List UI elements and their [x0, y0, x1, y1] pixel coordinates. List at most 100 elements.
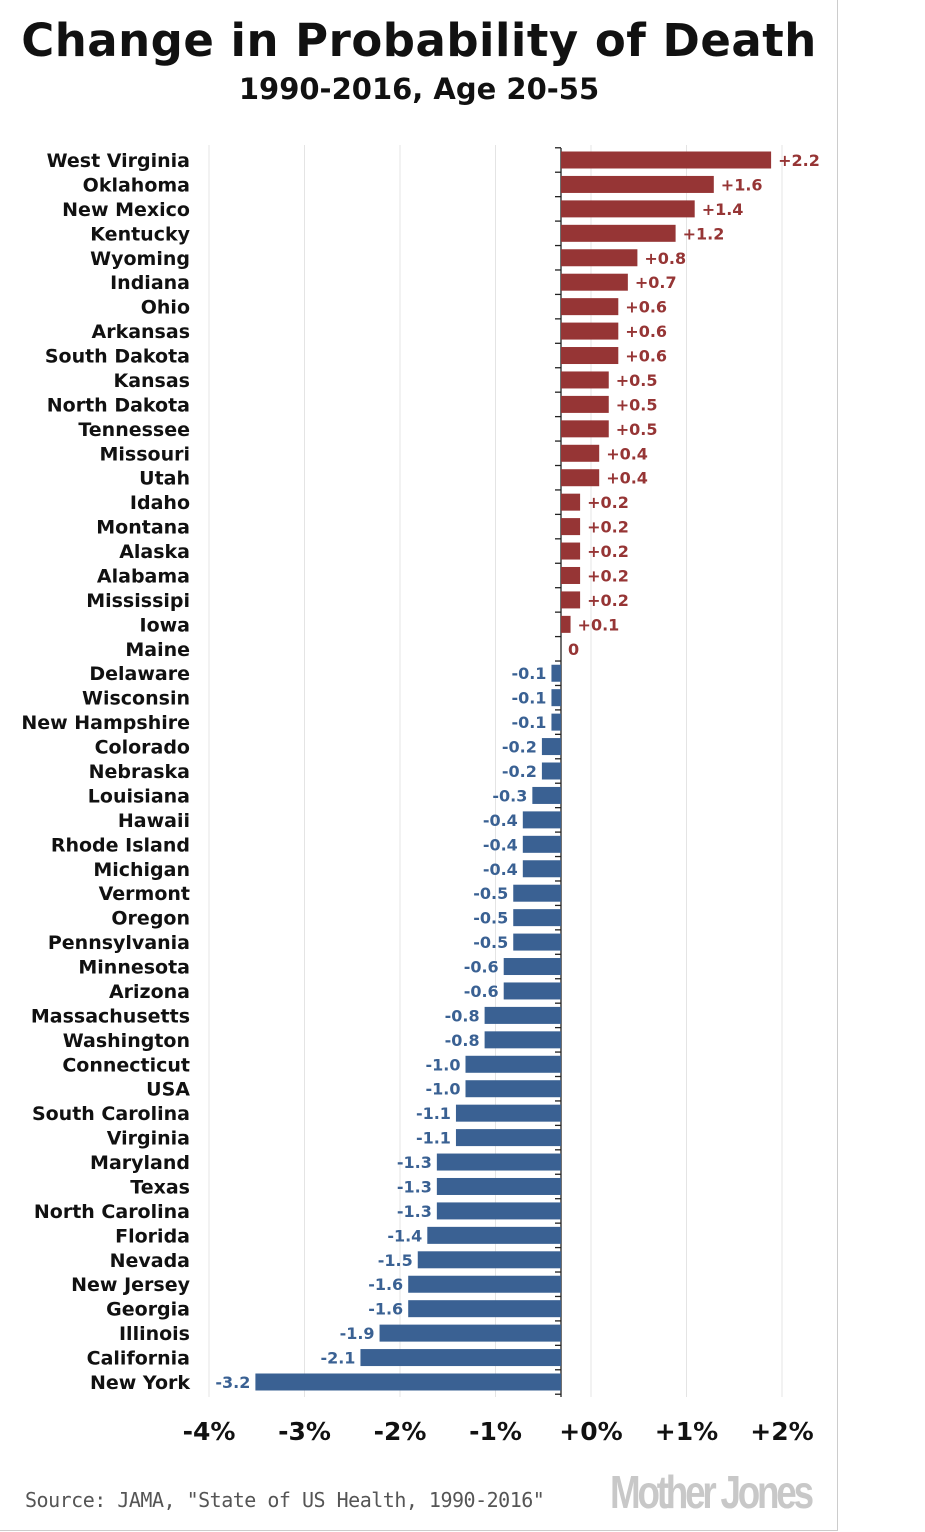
bar — [561, 151, 772, 169]
category-label: South Carolina — [32, 1103, 190, 1125]
category-label: Hawaii — [118, 810, 190, 832]
category-label: Texas — [130, 1176, 190, 1198]
category-label: Louisiana — [88, 785, 190, 807]
data-label: 0 — [568, 640, 579, 659]
category-label: New Hampshire — [21, 712, 190, 734]
category-label: West Virginia — [47, 150, 190, 172]
category-label: Massachusetts — [31, 1005, 190, 1027]
bar — [561, 249, 638, 267]
category-label: Iowa — [140, 614, 191, 636]
category-label: Georgia — [106, 1299, 190, 1321]
bar — [561, 322, 619, 340]
bar — [561, 371, 609, 389]
data-label: -0.2 — [502, 762, 537, 781]
data-label: +1.4 — [702, 200, 744, 219]
bar — [532, 786, 561, 804]
bar — [436, 1177, 561, 1195]
x-tick-label: +0% — [559, 1417, 622, 1446]
category-label: Kansas — [113, 370, 190, 392]
bar — [484, 1006, 561, 1024]
bar — [465, 1055, 561, 1073]
data-label: +0.6 — [625, 322, 667, 341]
data-label: -1.0 — [426, 1055, 461, 1074]
data-label: +0.8 — [644, 249, 686, 268]
category-label: Connecticut — [62, 1054, 190, 1076]
chart-subtitle: 1990-2016, Age 20-55 — [238, 72, 600, 106]
data-label: -0.8 — [445, 1006, 480, 1025]
category-label: Michigan — [93, 859, 190, 881]
bar — [561, 518, 581, 536]
data-label: -1.6 — [368, 1300, 403, 1319]
category-label: New York — [90, 1372, 190, 1394]
data-label: -1.1 — [416, 1104, 451, 1123]
data-label: +1.6 — [721, 175, 763, 194]
data-label: -0.5 — [473, 909, 508, 928]
data-label: -1.3 — [397, 1202, 432, 1221]
category-label: North Dakota — [47, 394, 190, 416]
data-label: -0.6 — [464, 982, 499, 1001]
category-label: Arizona — [109, 981, 190, 1003]
data-label: +0.6 — [625, 298, 667, 317]
data-label: +0.6 — [625, 347, 667, 366]
data-label: -0.3 — [492, 786, 527, 805]
bar — [408, 1275, 561, 1293]
data-label: -1.3 — [397, 1177, 432, 1196]
bar — [417, 1251, 561, 1269]
data-label: +0.4 — [606, 469, 648, 488]
data-label: -0.2 — [502, 738, 537, 757]
category-label: Maryland — [90, 1152, 190, 1174]
category-label: Mississipi — [86, 590, 190, 612]
bar — [561, 615, 571, 633]
data-label: -0.5 — [473, 933, 508, 952]
bar — [427, 1226, 561, 1244]
data-label: +0.1 — [578, 615, 620, 634]
data-label: +1.2 — [683, 224, 725, 243]
bar — [551, 664, 561, 682]
bar — [561, 224, 676, 242]
data-label: -1.3 — [397, 1153, 432, 1172]
category-label: Utah — [139, 468, 190, 490]
category-label: Nevada — [110, 1250, 190, 1272]
bar — [455, 1129, 561, 1147]
bar — [561, 420, 609, 438]
category-label: Delaware — [89, 663, 190, 685]
data-label: -0.4 — [483, 860, 518, 879]
data-label: -1.6 — [368, 1275, 403, 1294]
data-label: -1.4 — [387, 1226, 422, 1245]
category-label: New Jersey — [71, 1274, 190, 1296]
bar — [360, 1349, 561, 1367]
data-label: +2.2 — [778, 151, 820, 170]
data-label: -1.1 — [416, 1129, 451, 1148]
bar — [513, 933, 561, 951]
category-label: Ohio — [141, 297, 190, 319]
category-label: Wyoming — [90, 248, 190, 270]
data-label: +0.7 — [635, 273, 677, 292]
bar — [561, 273, 628, 291]
category-label: Pennsylvania — [48, 932, 190, 954]
source-note: Source: JAMA, "State of US Health, 1990-… — [25, 1488, 545, 1512]
category-label: Florida — [115, 1225, 190, 1247]
category-label: Missouri — [99, 443, 190, 465]
category-label: Alabama — [97, 565, 190, 587]
bar — [561, 175, 714, 193]
chart-title: Change in Probability of Death — [21, 14, 817, 67]
bar — [561, 444, 600, 462]
bar — [503, 982, 561, 1000]
bar — [255, 1373, 561, 1391]
category-label: Oregon — [111, 908, 190, 930]
category-label: Maine — [125, 639, 190, 661]
data-label: +0.2 — [587, 591, 629, 610]
data-label: +0.5 — [616, 371, 658, 390]
data-label: +0.2 — [587, 566, 629, 585]
data-label: -0.1 — [511, 689, 546, 708]
category-label: Indiana — [110, 272, 190, 294]
category-label: North Carolina — [34, 1201, 190, 1223]
bar — [455, 1104, 561, 1122]
category-label: Oklahoma — [83, 174, 190, 196]
bar — [541, 738, 561, 756]
bar — [561, 395, 609, 413]
data-label: +0.2 — [587, 542, 629, 561]
category-label: Kentucky — [90, 223, 190, 245]
data-label: -0.5 — [473, 884, 508, 903]
bar — [551, 713, 561, 731]
